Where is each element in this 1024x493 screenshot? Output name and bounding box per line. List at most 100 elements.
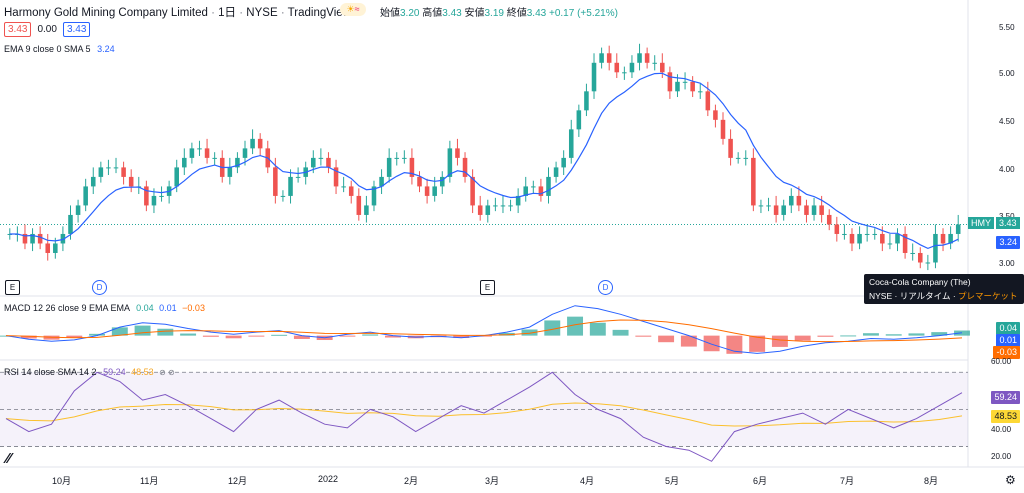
candle-body xyxy=(288,176,293,196)
rsi-sma-tag: 48.53 xyxy=(991,410,1020,423)
candle-body xyxy=(242,148,248,158)
time-tick: 2022 xyxy=(318,474,339,484)
symbol-tooltip: Coca-Cola Company (The) NYSE · リアルタイム · … xyxy=(864,274,1024,304)
market-status-icons[interactable]: ☀≈ xyxy=(340,3,366,16)
candle-body xyxy=(857,233,862,244)
macd-histogram-bar xyxy=(476,335,492,337)
macd-histogram-bar xyxy=(521,329,538,336)
macd-legend[interactable]: MACD 12 26 close 9 EMA EMA 0.04 0.01 −0.… xyxy=(4,303,205,313)
price-tick: 5.00 xyxy=(999,69,1015,78)
candle-body xyxy=(386,157,392,177)
earnings-marker[interactable]: E xyxy=(480,280,495,295)
chart-header: Harmony Gold Mining Company Limited · 1日… xyxy=(4,7,351,19)
macd-histogram-bar xyxy=(134,325,151,336)
candle-body xyxy=(614,62,620,73)
price-tick: 3.00 xyxy=(999,259,1015,268)
candle-body xyxy=(60,233,66,244)
bid-badge[interactable]: 3.43 xyxy=(4,22,32,37)
candle-body xyxy=(439,176,445,187)
macd-legend-label: MACD 12 26 close 9 EMA EMA xyxy=(4,303,130,313)
ema-price-tag: 3.24 xyxy=(996,236,1020,249)
ema-legend[interactable]: EMA 9 close 0 SMA 5 3.24 xyxy=(4,44,115,54)
candle-body xyxy=(576,110,582,130)
tooltip-name: Coca-Cola Company (The) xyxy=(869,277,971,287)
candle-body xyxy=(523,186,529,196)
candle-body xyxy=(622,72,627,74)
candle-body xyxy=(804,205,809,215)
eye-off-icon[interactable]: ⊘ ⊘ xyxy=(159,368,175,377)
macd-histogram-bar xyxy=(817,335,834,337)
candle-body xyxy=(660,62,665,73)
candle-body xyxy=(766,205,771,207)
earnings-marker[interactable]: E xyxy=(5,280,20,295)
macd-histogram-bar xyxy=(20,335,37,339)
time-tick: 12月 xyxy=(228,476,248,486)
macd-histogram-bar xyxy=(225,335,242,339)
macd-legend-hist: 0.04 xyxy=(136,303,154,313)
candle-body xyxy=(394,157,400,159)
candle-body xyxy=(174,167,179,187)
candle-body xyxy=(887,243,893,245)
candle-body xyxy=(553,167,559,177)
candle-body xyxy=(250,138,255,149)
candle-body xyxy=(485,205,491,215)
dividend-marker[interactable]: D xyxy=(598,280,613,295)
candle-body xyxy=(955,224,961,234)
candle-body xyxy=(599,53,604,63)
candle-body xyxy=(637,53,642,63)
candle-body xyxy=(789,195,794,206)
candle-body xyxy=(182,157,187,168)
candle-body xyxy=(842,233,847,235)
source-label: TradingView xyxy=(287,7,351,19)
candle-body xyxy=(515,195,521,206)
candle-body xyxy=(212,157,217,159)
candle-body xyxy=(500,205,506,207)
macd-histogram-bar xyxy=(862,333,879,336)
macd-histogram-bar xyxy=(202,335,219,337)
price-tick: 4.50 xyxy=(999,117,1015,126)
candle-body xyxy=(667,72,673,92)
price-tick: 3.50 xyxy=(999,212,1015,221)
high-value: 3.43 xyxy=(442,8,462,19)
candle-body xyxy=(917,252,923,263)
macd-histogram-bar xyxy=(703,335,720,352)
candle-body xyxy=(447,148,453,177)
macd-histogram-bar xyxy=(66,335,83,338)
tradingview-logo[interactable]: ⁄⁄ xyxy=(6,450,12,467)
rsi-sma-line xyxy=(5,402,963,427)
macd-histogram-bar xyxy=(931,332,948,336)
candle-body xyxy=(257,138,263,149)
candle-body xyxy=(819,205,824,215)
rsi-legend-sma: 48.53 xyxy=(131,367,154,377)
rsi-legend-label: RSI 14 close SMA 14 2 xyxy=(4,367,97,377)
candle-body xyxy=(826,214,832,225)
macd-histogram-bar xyxy=(248,335,265,337)
candle-body xyxy=(128,176,134,187)
symbol-title[interactable]: Harmony Gold Mining Company Limited xyxy=(4,7,208,19)
rsi-legend[interactable]: RSI 14 close SMA 14 2 59.24 48.53 ⊘ ⊘ xyxy=(4,367,175,377)
candle-body xyxy=(538,186,544,196)
candle-body xyxy=(872,233,878,235)
candle-body xyxy=(333,167,339,187)
change-value: +0.17 (+5.21%) xyxy=(549,8,618,19)
ask-badge[interactable]: 3.43 xyxy=(62,22,91,37)
macd-histogram-bar xyxy=(908,333,925,336)
macd-line-tag: 0.01 xyxy=(996,334,1020,347)
tooltip-realtime: リアルタイム xyxy=(899,291,951,301)
time-tick: 3月 xyxy=(485,476,500,486)
candle-body xyxy=(83,186,88,206)
tooltip-premarket: プレマーケット xyxy=(958,291,1018,301)
dividend-marker[interactable]: D xyxy=(92,280,107,295)
candle-body xyxy=(546,176,551,196)
candle-body xyxy=(933,233,938,263)
open-label: 始値 xyxy=(380,8,400,19)
macd-histogram-bar xyxy=(271,334,288,336)
candle-body xyxy=(735,157,741,159)
interval-label[interactable]: 1日 xyxy=(218,7,237,19)
candle-body xyxy=(68,214,73,234)
settings-gear-icon[interactable]: ⚙ xyxy=(1005,473,1016,487)
candle-body xyxy=(227,167,233,177)
candle-body xyxy=(280,195,286,197)
candle-body xyxy=(197,148,202,150)
